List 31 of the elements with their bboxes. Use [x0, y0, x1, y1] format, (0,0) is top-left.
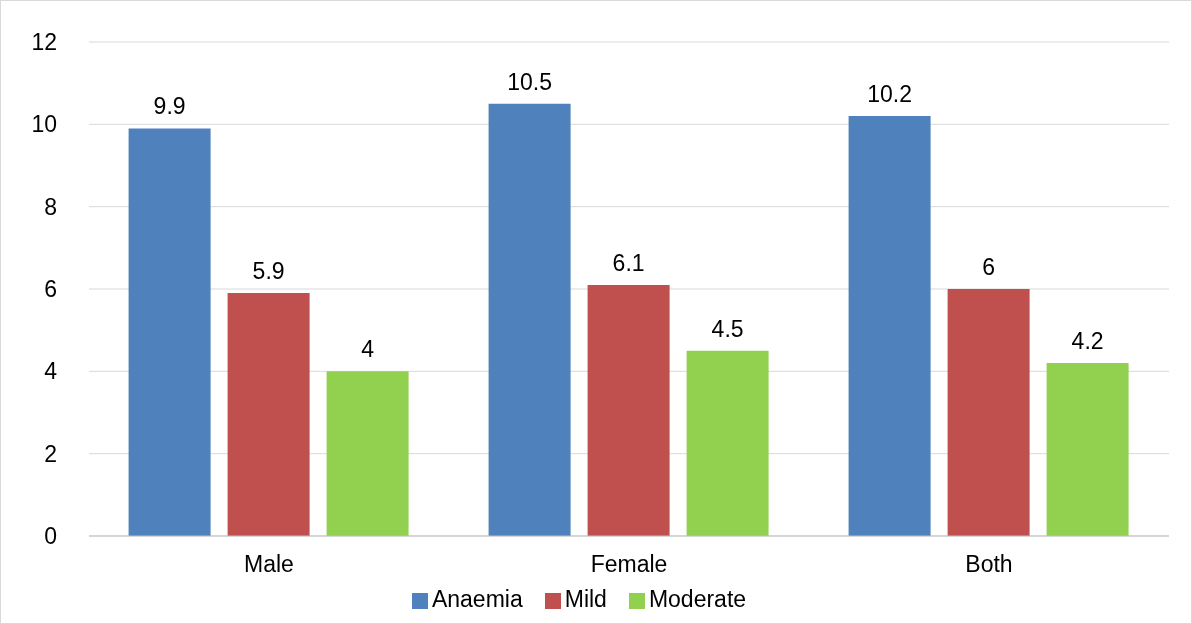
data-label: 6 — [982, 254, 995, 280]
bar — [686, 350, 769, 536]
y-tick-label: 10 — [31, 111, 57, 138]
x-tick-label: Female — [590, 551, 668, 578]
bar — [326, 371, 409, 536]
y-tick-label: 6 — [44, 276, 57, 303]
data-label: 10.5 — [507, 68, 552, 95]
bar — [488, 103, 571, 536]
legend-label: Mild — [564, 586, 607, 612]
bar — [947, 289, 1030, 536]
y-tick-label: 8 — [44, 193, 57, 220]
data-label: 6.1 — [612, 249, 645, 276]
data-label: 4 — [361, 336, 375, 363]
bar — [227, 293, 310, 536]
x-tick-label: Male — [244, 551, 294, 578]
data-label: 4.2 — [1071, 328, 1104, 355]
bar — [587, 284, 670, 536]
y-tick-label: 0 — [44, 523, 57, 550]
data-label: 10.2 — [867, 81, 912, 108]
legend-label: Moderate — [648, 586, 747, 612]
bar — [1046, 363, 1129, 536]
y-tick-label: 12 — [31, 29, 57, 56]
data-label: 4.5 — [711, 315, 744, 342]
bar — [848, 116, 931, 536]
bar — [128, 128, 211, 536]
y-tick-label: 4 — [44, 358, 58, 385]
y-tick-label: 2 — [44, 440, 57, 467]
data-label: 9.9 — [153, 93, 186, 120]
legend-label: Anaemia — [431, 586, 523, 612]
data-label: 5.9 — [252, 258, 285, 285]
x-tick-label: Both — [965, 551, 1013, 578]
